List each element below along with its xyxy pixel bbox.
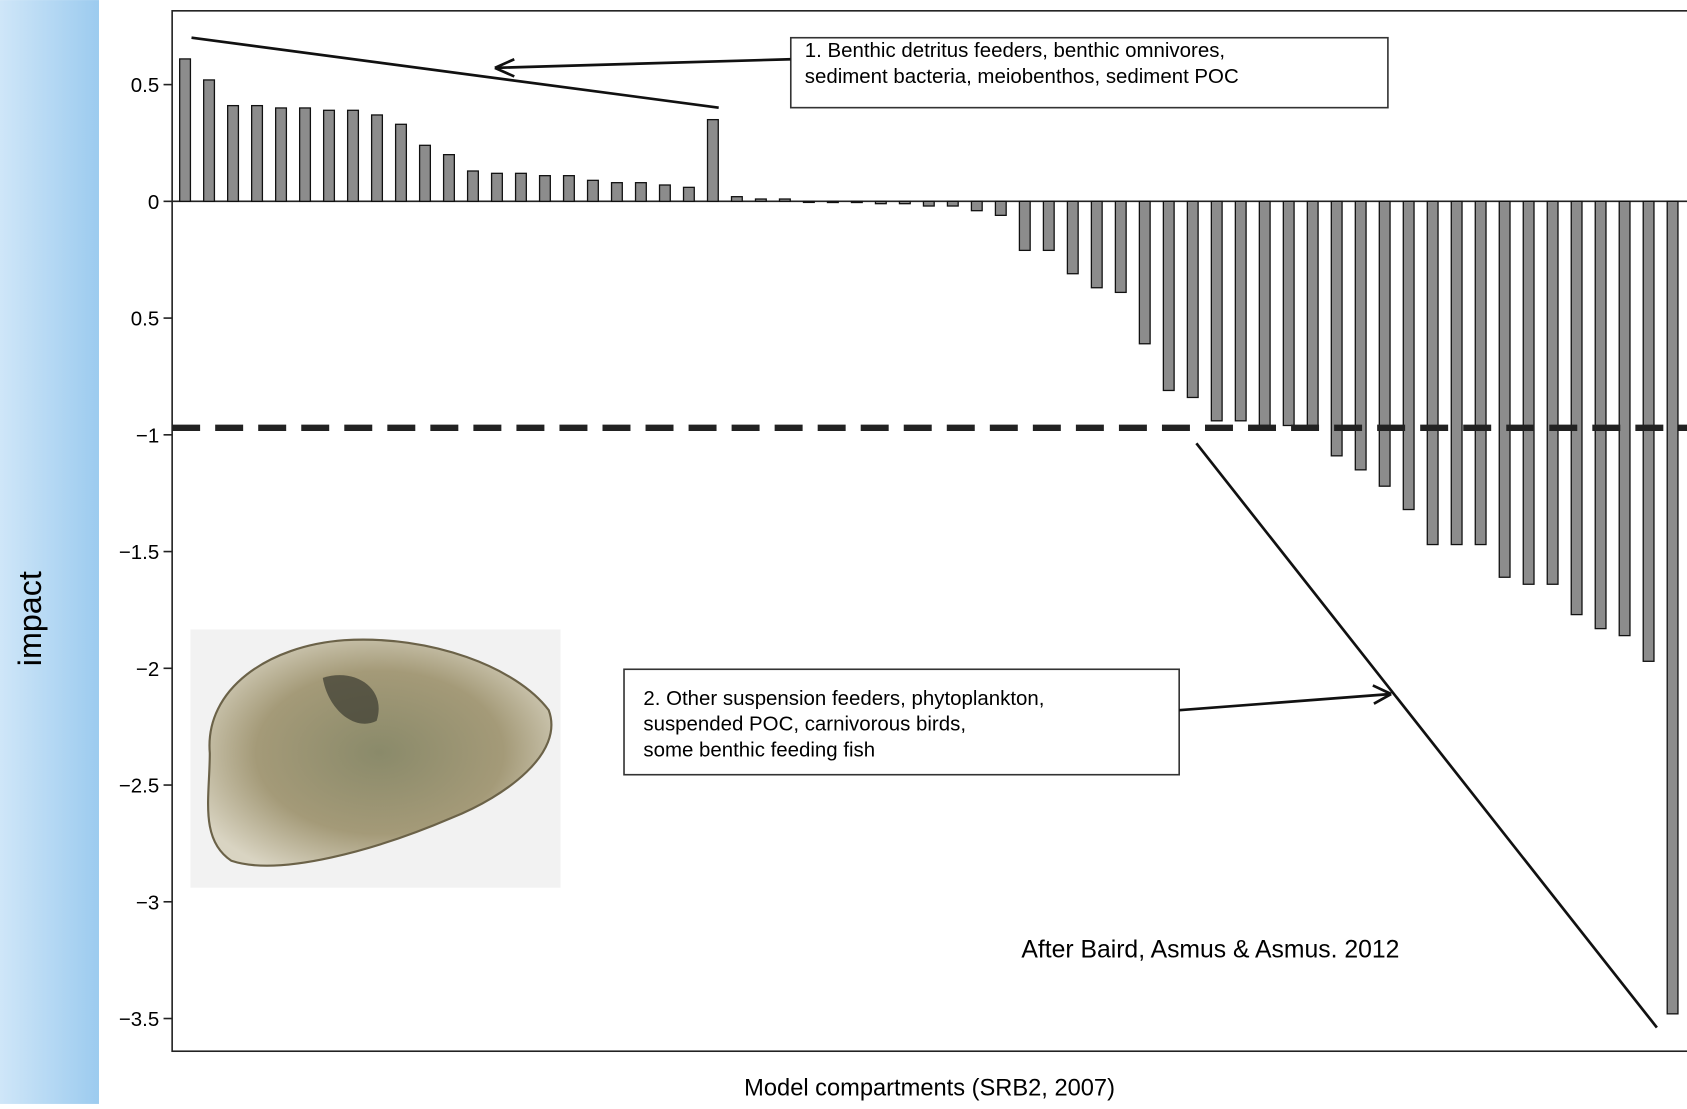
annotation-text: 2. Other suspension feeders, phytoplankt…	[643, 687, 1044, 710]
bar	[1523, 201, 1534, 584]
bar	[1427, 201, 1438, 544]
bar	[420, 145, 431, 201]
bar	[372, 115, 383, 201]
bar	[1331, 201, 1342, 455]
bar	[827, 201, 838, 202]
y-tick-label: −1	[136, 424, 159, 447]
bar	[1283, 201, 1294, 425]
bar	[492, 173, 503, 201]
y-tick-label: −3.5	[119, 1008, 159, 1031]
bar	[1235, 201, 1246, 420]
y-tick-label: −1.5	[119, 541, 159, 564]
bar	[1451, 201, 1462, 544]
bar	[1595, 201, 1606, 628]
bar	[803, 201, 814, 202]
annotation-text: some benthic feeding fish	[643, 738, 875, 761]
bar	[731, 197, 742, 202]
bar	[1571, 201, 1582, 614]
annotation-text: suspended POC, carnivorous birds,	[643, 713, 966, 736]
bar	[516, 173, 527, 201]
bar	[1115, 201, 1126, 292]
bar	[252, 106, 263, 202]
chart: impact Model compartments (SRB2, 2007) A…	[0, 0, 1687, 1104]
bar	[1499, 201, 1510, 577]
y-tick-label: −3	[136, 891, 159, 914]
bar	[899, 201, 910, 203]
bar	[276, 108, 287, 201]
bar	[923, 201, 934, 206]
bar	[1667, 201, 1678, 1014]
bar	[1643, 201, 1654, 661]
bar	[1043, 201, 1054, 250]
bar	[1139, 201, 1150, 343]
bar	[1211, 201, 1222, 420]
credit: After Baird, Asmus & Asmus. 2012	[1021, 937, 1399, 964]
bar	[1091, 201, 1102, 287]
y-tick-label: 0	[148, 191, 159, 214]
oyster-photo	[190, 629, 560, 887]
y-tick-label: −2	[136, 658, 159, 681]
bar	[540, 176, 551, 202]
bar	[947, 201, 958, 206]
bar	[971, 201, 982, 210]
y-axis-label: impact	[12, 571, 48, 666]
bar	[300, 108, 311, 201]
bar	[612, 183, 623, 202]
bar	[660, 185, 671, 201]
bar	[684, 187, 695, 201]
bar	[180, 59, 191, 201]
bar	[1403, 201, 1414, 509]
bar	[1379, 201, 1390, 486]
bar	[564, 176, 575, 202]
annotation-text: sediment bacteria, meiobenthos, sediment…	[805, 65, 1239, 88]
bar	[468, 171, 479, 201]
bar	[995, 201, 1006, 215]
bar	[1547, 201, 1558, 584]
y-tick-label: 0.5	[131, 308, 159, 331]
y-tick-label: −2.5	[119, 775, 159, 798]
bar	[636, 183, 647, 202]
bar	[1619, 201, 1630, 635]
bar	[348, 110, 359, 201]
bar	[1307, 201, 1318, 425]
bar	[324, 110, 335, 201]
y-tick-label: 0.5	[131, 74, 159, 97]
bar	[779, 199, 790, 201]
bar	[851, 201, 862, 202]
bar	[1067, 201, 1078, 273]
x-axis-label: Model compartments (SRB2, 2007)	[744, 1075, 1115, 1101]
bar	[396, 124, 407, 201]
bar	[1187, 201, 1198, 397]
bar	[228, 106, 239, 202]
bar	[1019, 201, 1030, 250]
bar	[708, 120, 719, 202]
bar	[204, 80, 215, 201]
bar	[875, 201, 886, 203]
bar	[1163, 201, 1174, 390]
bar	[588, 180, 599, 201]
bar	[1475, 201, 1486, 544]
annotation-text: 1. Benthic detritus feeders, benthic omn…	[805, 39, 1225, 62]
bar	[1259, 201, 1270, 425]
side-strip	[0, 0, 99, 1104]
bar	[444, 155, 455, 202]
bar	[755, 199, 766, 201]
